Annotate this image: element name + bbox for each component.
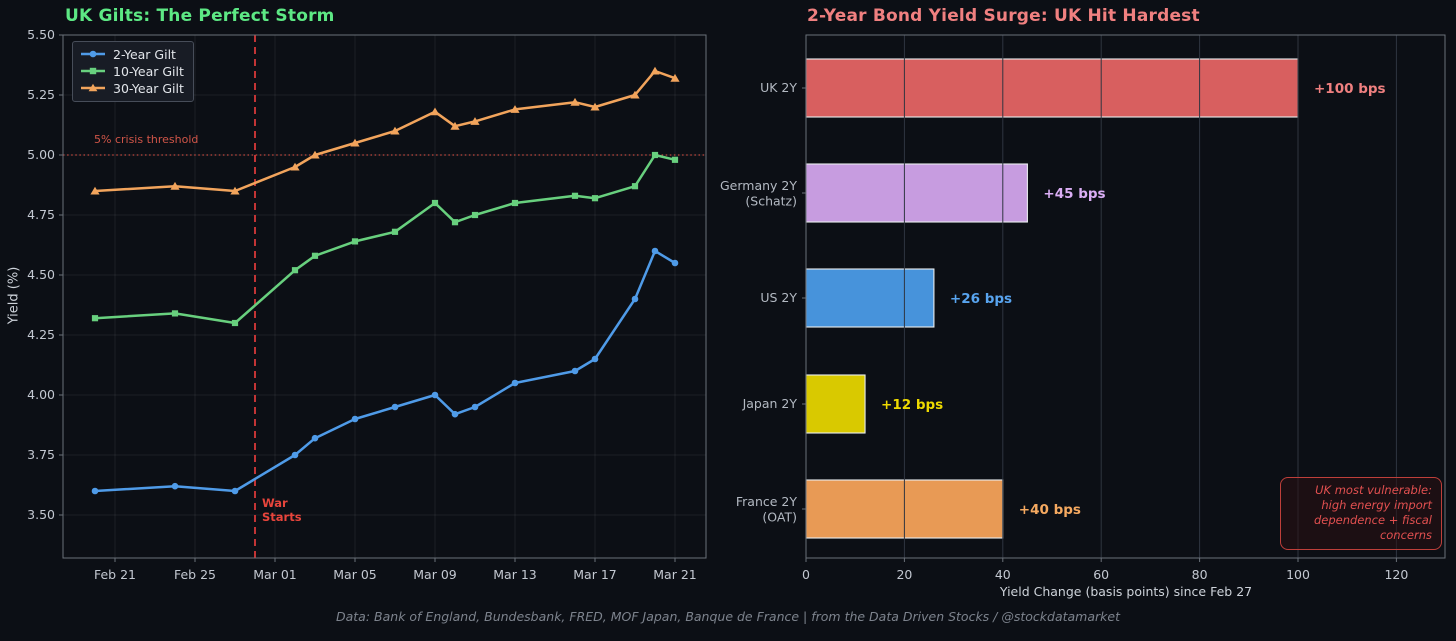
svg-text:Germany 2Y: Germany 2Y [720, 178, 797, 193]
svg-text:Mar 09: Mar 09 [413, 567, 457, 582]
line-square-marker-icon [81, 67, 105, 75]
right-x-axis-label: Yield Change (basis points) since Feb 27 [999, 584, 1253, 599]
crisis-threshold-label: 5% crisis threshold [94, 133, 199, 146]
bar-uk-2y [805, 58, 1299, 118]
annotation-line: dependence + fiscal [1313, 513, 1432, 527]
legend-label: 2-Year Gilt [113, 46, 176, 62]
svg-text:80: 80 [1192, 567, 1208, 582]
svg-text:(OAT): (OAT) [762, 510, 797, 525]
legend-label: 10-Year Gilt [113, 63, 184, 79]
bar-japan-2y [805, 374, 866, 434]
line-chart: 5.50 5.25 5.00 4.75 4.50 4.25 4.00 3.75 3.50 Feb … [27, 27, 707, 582]
svg-text:Mar 05: Mar 05 [333, 567, 376, 582]
bar-chart: 0 20 40 60 80 100 120 UK 2Y Germany 2Y(Schatz) US… [720, 34, 1446, 582]
left-chart-title: UK Gilts: The Perfect Storm [65, 6, 335, 26]
war-starts-line1: War [262, 496, 288, 510]
svg-text:120: 120 [1384, 567, 1408, 582]
line-circle-marker-icon [81, 50, 105, 58]
bar-value-label: +100 bps [1314, 81, 1386, 97]
svg-text:3.50: 3.50 [27, 507, 55, 522]
source-attribution: Data: Bank of England, Bundesbank, FRED,… [336, 609, 1120, 624]
svg-text:Japan 2Y: Japan 2Y [742, 396, 798, 411]
svg-text:Feb 21: Feb 21 [94, 567, 136, 582]
svg-text:US 2Y: US 2Y [760, 290, 797, 305]
legend-item-30-year-gilt: 30-Year Gilt [80, 80, 184, 96]
legend-label: 30-Year Gilt [113, 80, 184, 96]
svg-text:4.50: 4.50 [27, 267, 55, 282]
uk-vulnerable-annotation: UK most vulnerable: high energy import d… [1280, 477, 1442, 550]
bar-us-2y [805, 268, 935, 328]
svg-text:3.75: 3.75 [27, 447, 55, 462]
legend: 2-Year Gilt 10-Year Gilt 30-Year Gilt [72, 41, 194, 102]
line-triangle-marker-icon [81, 83, 105, 92]
war-starts-line2: Starts [262, 510, 302, 524]
bar-value-label: +40 bps [1019, 502, 1081, 518]
svg-text:40: 40 [995, 567, 1011, 582]
svg-text:Mar 17: Mar 17 [573, 567, 616, 582]
right-chart-title: 2-Year Bond Yield Surge: UK Hit Hardest [807, 6, 1200, 26]
series-2-year-gilt [91, 247, 679, 495]
svg-text:60: 60 [1093, 567, 1109, 582]
annotation-line: UK most vulnerable: [1315, 483, 1432, 497]
svg-text:(Schatz): (Schatz) [745, 194, 797, 209]
bar-germany-2y [805, 163, 1028, 223]
svg-text:20: 20 [896, 567, 912, 582]
bar-value-label: +26 bps [950, 291, 1012, 307]
legend-item-10-year-gilt: 10-Year Gilt [80, 63, 184, 79]
svg-text:5.00: 5.00 [27, 147, 55, 162]
svg-text:5.25: 5.25 [27, 87, 55, 102]
svg-text:5.50: 5.50 [27, 27, 55, 42]
svg-text:100: 100 [1286, 567, 1310, 582]
svg-text:France 2Y: France 2Y [736, 494, 797, 509]
svg-text:Mar 01: Mar 01 [253, 567, 296, 582]
svg-text:UK 2Y: UK 2Y [760, 80, 797, 95]
bar-value-label: +12 bps [881, 397, 943, 413]
svg-text:Mar 21: Mar 21 [653, 567, 696, 582]
svg-text:4.00: 4.00 [27, 387, 55, 402]
series-30-year-gilt [90, 66, 680, 195]
war-starts-annotation: War Starts [262, 496, 302, 524]
svg-text:4.75: 4.75 [27, 207, 55, 222]
bar-value-label: +45 bps [1043, 186, 1105, 202]
annotation-line: concerns [1379, 528, 1432, 542]
svg-text:0: 0 [802, 567, 810, 582]
svg-text:Mar 13: Mar 13 [493, 567, 536, 582]
series-10-year-gilt [91, 151, 679, 327]
svg-text:Feb 25: Feb 25 [174, 567, 216, 582]
annotation-line: high energy import [1321, 498, 1432, 512]
svg-text:4.25: 4.25 [27, 327, 55, 342]
legend-item-2-year-gilt: 2-Year Gilt [80, 46, 184, 62]
